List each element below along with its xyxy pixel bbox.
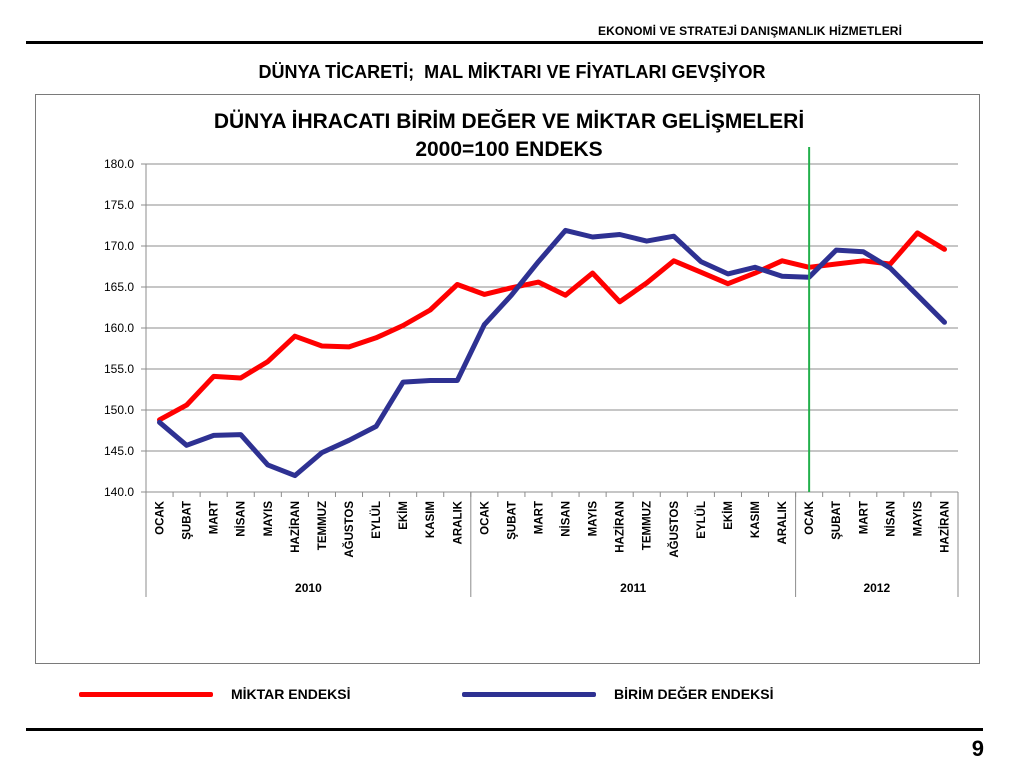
x-category-label: OCAK	[479, 500, 491, 535]
y-tick-label: 145.0	[104, 444, 134, 458]
legend-label-birim-deger: BİRİM DEĞER ENDEKSİ	[614, 686, 774, 702]
x-category-label: ŞUBAT	[182, 501, 194, 540]
line-chart: DÜNYA İHRACATI BİRİM DEĞER VE MİKTAR GEL…	[104, 109, 959, 597]
series-lines	[157, 227, 947, 479]
y-tick-label: 170.0	[104, 239, 134, 253]
x-category-label: EKİM	[722, 501, 735, 530]
x-category-label: MAYIS	[588, 501, 600, 537]
chart-subtitle: 2000=100 ENDEKS	[415, 138, 602, 161]
x-axis: OCAK ŞUBAT MART NİSAN MAYIS HAZİRAN TEMMUZ AĞUS…	[145, 492, 959, 597]
chart-legend: MİKTAR ENDEKSİ BİRİM DEĞER ENDEKSİ	[0, 686, 1024, 716]
legend-item-birim-deger: BİRİM DEĞER ENDEKSİ	[462, 686, 773, 702]
x-category-label: MART	[858, 501, 870, 534]
y-tick-label: 165.0	[104, 280, 134, 294]
y-tick-label: 160.0	[104, 321, 134, 335]
legend-label-miktar: MİKTAR ENDEKSİ	[231, 686, 351, 702]
y-axis: 140.0 145.0 150.0 155.0 160.0 165.0 170.0 175.0…	[104, 157, 147, 499]
chart-frame: DÜNYA İHRACATI BİRİM DEĞER VE MİKTAR GEL…	[35, 94, 980, 664]
series-line-miktar	[157, 230, 947, 423]
x-category-label: MAYIS	[263, 501, 275, 537]
header-company-name: EKONOMİ VE STRATEJİ DANIŞMANLIK HİZMETLE…	[598, 24, 902, 38]
series-line-birim-deger	[157, 227, 947, 479]
x-category-label: ŞUBAT	[831, 501, 843, 540]
y-tick-label: 175.0	[104, 198, 134, 212]
y-tick-label: 150.0	[104, 403, 134, 417]
x-category-label: OCAK	[804, 500, 816, 535]
group-label: 2010	[295, 581, 322, 595]
x-category-label: ŞUBAT	[506, 501, 518, 540]
x-category-label: HAZİRAN	[289, 501, 302, 553]
x-category-label: AĞUSTOS	[668, 501, 681, 558]
legend-swatch-birim-deger	[462, 691, 596, 697]
x-category-label: MAYIS	[912, 501, 924, 537]
x-category-label: TEMMUZ	[642, 501, 654, 550]
legend-item-miktar: MİKTAR ENDEKSİ	[79, 686, 351, 702]
x-category-label: EYLÜL	[695, 501, 708, 539]
y-tick-label: 155.0	[104, 362, 134, 376]
x-category-label: HAZİRAN	[614, 501, 627, 553]
x-category-label: EKİM	[397, 501, 410, 530]
x-category-label: MART	[209, 501, 221, 534]
x-category-label: OCAK	[155, 500, 167, 535]
page-number: 9	[971, 736, 984, 761]
x-category-label: NİSAN	[235, 501, 248, 537]
x-category-label: NİSAN	[560, 501, 573, 537]
group-label: 2012	[863, 581, 890, 595]
x-category-label: EYLÜL	[370, 501, 383, 539]
footer-divider	[26, 728, 983, 731]
y-tick-label: 140.0	[104, 485, 134, 499]
x-category-label: ARALIK	[777, 500, 789, 544]
x-category-label: HAZİRAN	[938, 501, 951, 553]
x-category-label: TEMMUZ	[317, 501, 329, 550]
gridlines	[146, 163, 958, 493]
slide-title: DÜNYA TİCARETİ; MAL MİKTARI VE FİYATLARI…	[258, 62, 766, 82]
header-divider	[26, 41, 983, 44]
x-category-label: AĞUSTOS	[343, 501, 356, 558]
x-category-label: MART	[533, 501, 545, 534]
x-category-label: KASIM	[425, 501, 437, 538]
chart-title: DÜNYA İHRACATI BİRİM DEĞER VE MİKTAR GEL…	[214, 109, 804, 133]
x-category-label: KASIM	[750, 501, 762, 538]
y-tick-label: 180.0	[104, 157, 134, 171]
x-category-label: ARALIK	[452, 500, 464, 544]
group-label: 2011	[620, 581, 646, 595]
x-category-label: NİSAN	[884, 501, 897, 537]
legend-swatch-miktar	[79, 691, 213, 697]
